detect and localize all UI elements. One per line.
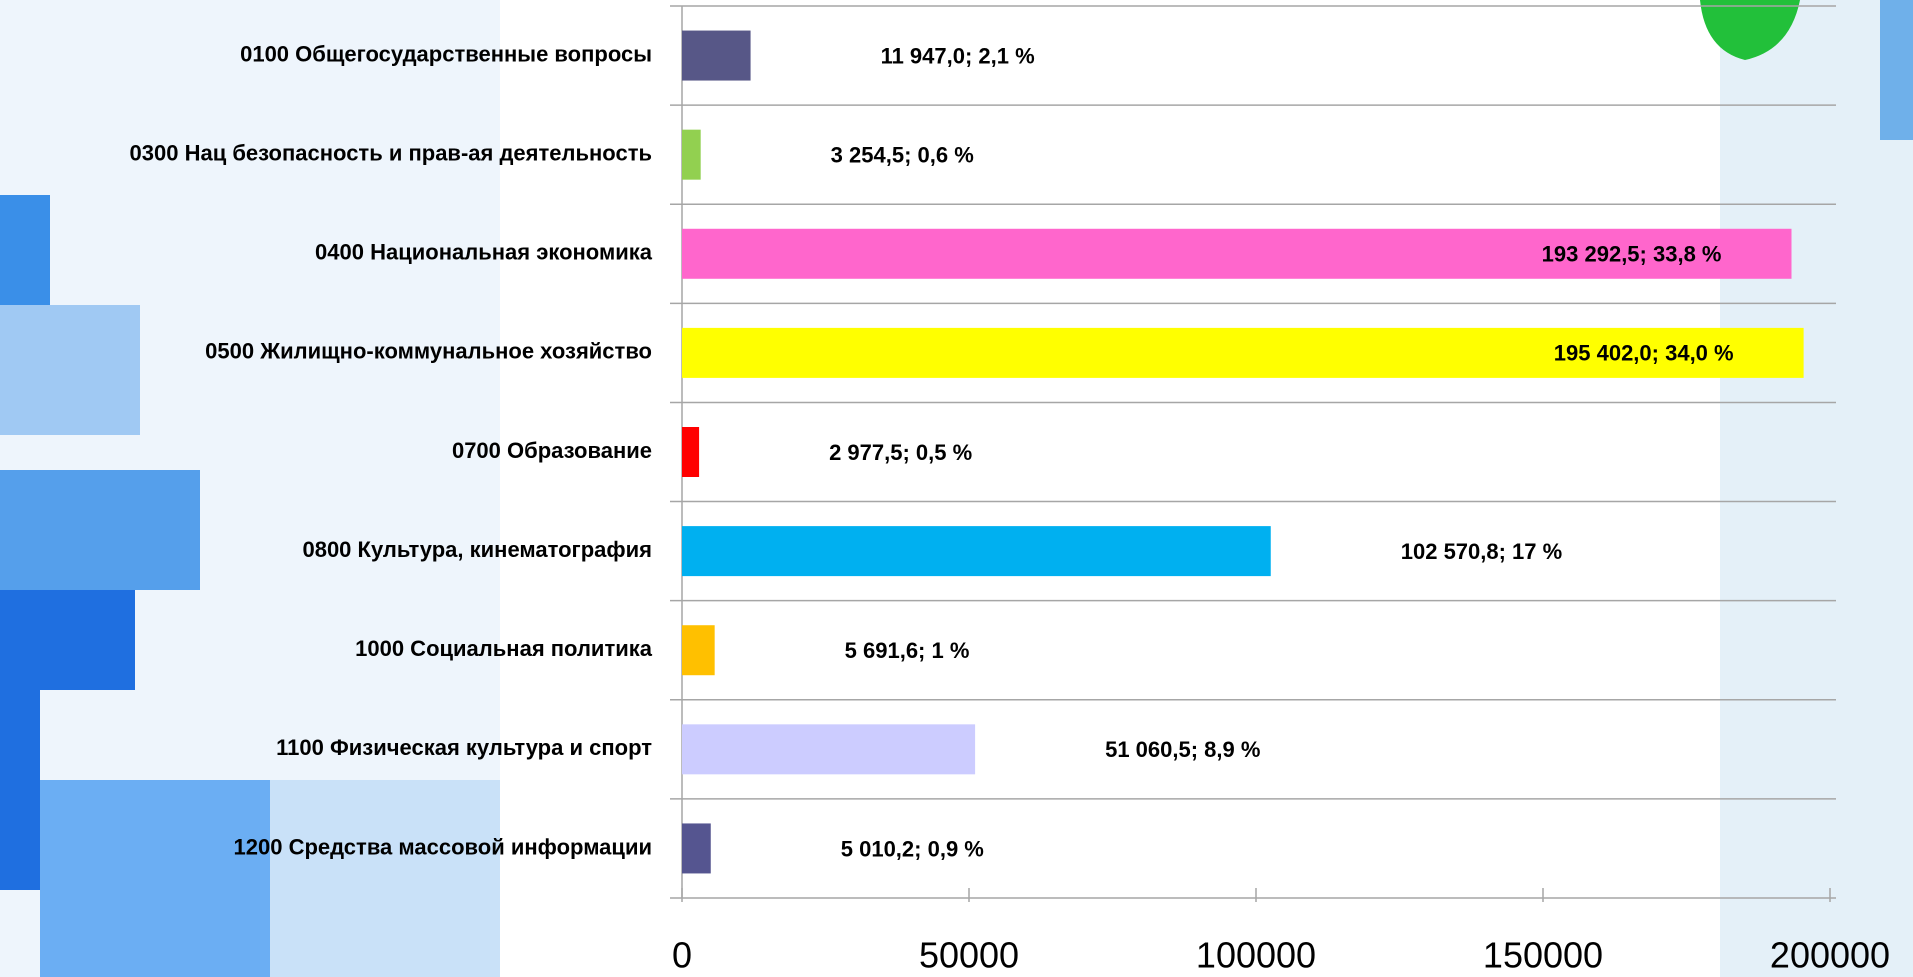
x-tick-label: 50000 bbox=[919, 935, 1019, 976]
y-tick-label: 0700 Образование bbox=[452, 438, 652, 463]
data-label: 2 977,5; 0,5 % bbox=[829, 440, 972, 465]
bar bbox=[682, 823, 711, 874]
bar bbox=[682, 427, 700, 477]
bar bbox=[682, 526, 1271, 577]
bar bbox=[682, 724, 976, 775]
bar bbox=[682, 228, 1792, 279]
bar bbox=[682, 30, 751, 81]
data-label: 3 254,5; 0,6 % bbox=[831, 142, 974, 167]
data-label: 102 570,8; 17 % bbox=[1401, 539, 1562, 564]
bar bbox=[682, 129, 701, 180]
y-tick-label: 0800 Культура, кинематография bbox=[302, 537, 652, 562]
data-label: 195 402,0; 34,0 % bbox=[1554, 341, 1734, 366]
y-tick-label: 1100 Физическая культура и спорт bbox=[276, 735, 652, 760]
y-tick-label: 1000 Социальная политика bbox=[355, 636, 653, 661]
x-tick-label: 0 bbox=[672, 935, 692, 976]
y-tick-label: 0300 Нац безопасность и прав-ая деятельн… bbox=[130, 140, 652, 165]
y-tick-label: 0100 Общегосударственные вопросы bbox=[240, 41, 652, 66]
y-tick-label: 0400 Национальная экономика bbox=[315, 240, 653, 265]
bar bbox=[682, 625, 715, 676]
data-label: 11 947,0; 2,1 % bbox=[881, 43, 1035, 68]
x-tick-label: 150000 bbox=[1483, 935, 1603, 976]
data-label: 5 010,2; 0,9 % bbox=[841, 836, 984, 861]
bar bbox=[682, 327, 1804, 378]
data-label: 51 060,5; 8,9 % bbox=[1105, 737, 1260, 762]
data-label: 5 691,6; 1 % bbox=[845, 638, 970, 663]
y-tick-label: 1200 Средства массовой информации bbox=[234, 834, 652, 859]
y-tick-label: 0500 Жилищно-коммунальное хозяйство bbox=[205, 339, 652, 364]
data-label: 193 292,5; 33,8 % bbox=[1542, 242, 1722, 267]
x-tick-label: 100000 bbox=[1196, 935, 1316, 976]
x-tick-label: 200000 bbox=[1770, 935, 1890, 976]
